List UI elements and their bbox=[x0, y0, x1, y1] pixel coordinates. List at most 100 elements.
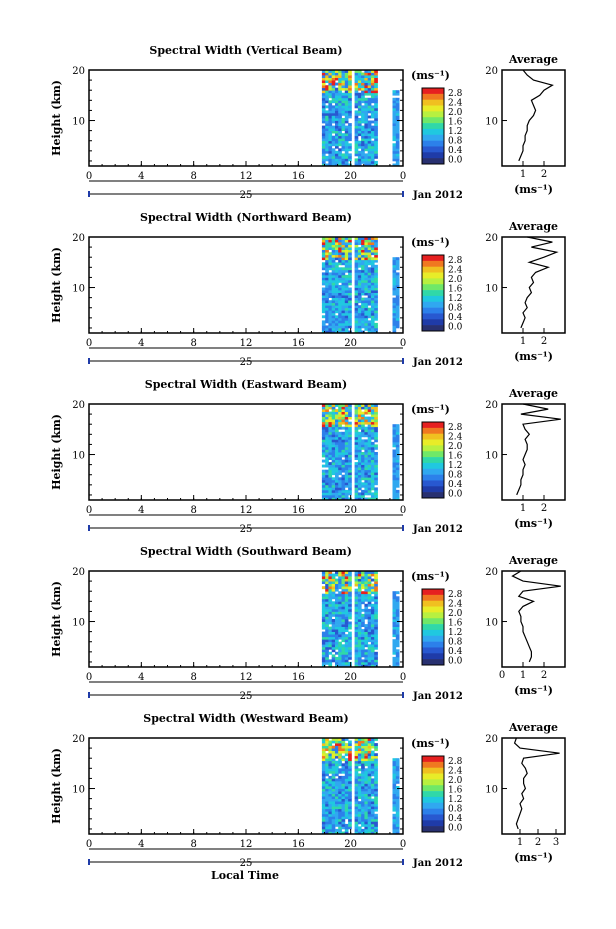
heatmap-cell bbox=[370, 419, 375, 423]
heatmap-cell bbox=[374, 791, 378, 794]
heatmap-cell bbox=[335, 598, 339, 602]
profile-y-tick-label: 20 bbox=[485, 233, 498, 244]
heatmap-cell bbox=[361, 616, 365, 620]
profile-title: Average bbox=[508, 53, 558, 66]
heatmap-cell bbox=[335, 105, 339, 109]
heatmap-cell bbox=[325, 87, 329, 91]
heatmap-cell bbox=[357, 806, 362, 810]
heatmap-cell bbox=[325, 112, 329, 116]
heatmap-cell bbox=[328, 477, 333, 481]
heatmap-cell bbox=[335, 120, 339, 124]
heatmap-cell bbox=[321, 272, 326, 276]
heatmap-cell bbox=[335, 745, 339, 749]
heatmap-cell bbox=[331, 459, 336, 463]
heatmap-cell bbox=[370, 100, 375, 104]
heatmap-cell bbox=[328, 100, 333, 104]
heatmap-cell bbox=[321, 300, 326, 304]
heatmap-cell bbox=[374, 654, 378, 658]
heatmap-cell bbox=[341, 272, 346, 276]
heatmap-cell bbox=[325, 783, 329, 787]
heatmap-cell bbox=[357, 634, 362, 638]
colorbar-frame bbox=[421, 755, 445, 833]
heatmap-cell bbox=[331, 634, 336, 638]
heatmap-cell bbox=[367, 651, 372, 655]
heatmap-cell bbox=[395, 290, 400, 293]
heatmap-cell bbox=[338, 449, 342, 453]
colorbar-swatch bbox=[422, 462, 444, 470]
heatmap-cell bbox=[344, 768, 349, 772]
colorbar-frame bbox=[421, 87, 445, 165]
heatmap-cell bbox=[325, 128, 329, 131]
profile-x-label: (ms⁻¹) bbox=[514, 851, 553, 864]
heatmap-cell bbox=[321, 758, 326, 762]
heatmap-cell bbox=[338, 327, 342, 331]
heatmap-cell bbox=[348, 452, 352, 455]
heatmap-cell bbox=[364, 583, 369, 587]
heatmap-cell bbox=[357, 107, 362, 111]
heatmap-cell bbox=[325, 110, 329, 114]
heatmap-cell bbox=[341, 80, 346, 83]
heatmap-cell bbox=[361, 786, 365, 789]
heatmap-cell bbox=[374, 813, 378, 817]
heatmap-cell bbox=[335, 70, 339, 73]
heatmap-cell bbox=[374, 497, 378, 501]
heatmap-cell bbox=[341, 621, 346, 625]
heatmap-cell bbox=[395, 591, 400, 595]
heatmap-cell bbox=[370, 274, 375, 278]
heatmap-cell bbox=[361, 619, 365, 622]
heatmap-cell bbox=[361, 128, 365, 131]
heatmap-cell bbox=[392, 282, 397, 286]
heatmap-cell bbox=[392, 444, 397, 448]
heatmap-cell bbox=[344, 661, 349, 665]
heatmap-cell bbox=[325, 290, 329, 293]
heatmap-cell bbox=[357, 469, 362, 473]
heatmap-cell bbox=[392, 155, 397, 159]
heatmap-cell bbox=[354, 414, 359, 417]
profile-line bbox=[511, 570, 561, 663]
heatmap-cell bbox=[341, 148, 346, 152]
heatmap-cell bbox=[338, 606, 342, 610]
heatmap-cell bbox=[370, 826, 375, 830]
heatmap-cell bbox=[321, 419, 326, 423]
heatmap-cell bbox=[361, 317, 365, 321]
heatmap-cell bbox=[370, 586, 375, 590]
heatmap-cell bbox=[367, 788, 372, 792]
heatmap-cell bbox=[328, 591, 333, 595]
heatmap-cell bbox=[341, 654, 346, 658]
heatmap-cell bbox=[331, 656, 336, 660]
heatmap-cell bbox=[367, 616, 372, 620]
heatmap-cell bbox=[328, 646, 333, 650]
heatmap-cell bbox=[370, 654, 375, 658]
heatmap-cell bbox=[344, 150, 349, 154]
heatmap-cell bbox=[367, 244, 372, 248]
colorbar-tick-label: 1.2 bbox=[448, 461, 462, 471]
heatmap-cell bbox=[374, 831, 378, 835]
heatmap-cell bbox=[370, 780, 375, 784]
heatmap-cell bbox=[395, 803, 400, 807]
heatmap-cell bbox=[364, 75, 369, 78]
heatmap-cell bbox=[321, 295, 326, 298]
x-tick-label: 8 bbox=[190, 839, 196, 850]
heatmap-cell bbox=[361, 237, 365, 240]
heatmap-cell bbox=[374, 487, 378, 491]
heatmap-cell bbox=[374, 818, 378, 822]
heatmap-cell bbox=[338, 292, 342, 296]
heatmap-cell bbox=[367, 775, 372, 779]
heatmap-cell bbox=[338, 624, 342, 627]
heatmap-cell bbox=[328, 140, 333, 144]
heatmap-cell bbox=[328, 128, 333, 131]
heatmap-cell bbox=[364, 808, 369, 812]
heatmap-cell bbox=[392, 616, 397, 620]
heatmap-cell bbox=[364, 406, 369, 410]
heatmap-cell bbox=[392, 765, 397, 769]
heatmap-cell bbox=[325, 441, 329, 445]
heatmap-cell bbox=[344, 254, 349, 258]
panel-title: Spectral Width (Northward Beam) bbox=[140, 211, 352, 224]
heatmap-cell bbox=[392, 624, 397, 627]
heatmap-cell bbox=[354, 649, 359, 653]
heatmap-cell bbox=[361, 765, 365, 769]
heatmap-cell bbox=[392, 315, 397, 319]
heatmap-cell bbox=[328, 813, 333, 817]
heatmap-cell bbox=[361, 434, 365, 438]
colorbar-swatch bbox=[422, 796, 444, 804]
